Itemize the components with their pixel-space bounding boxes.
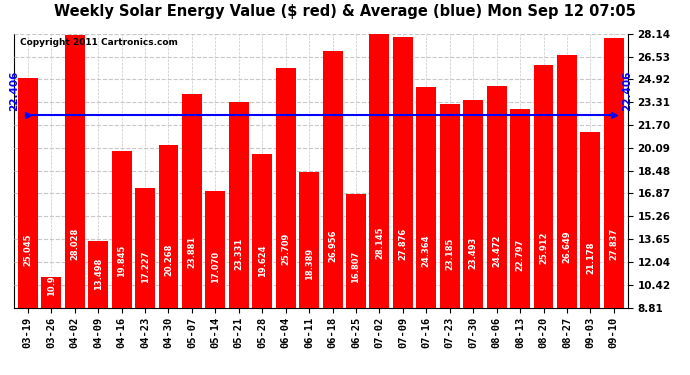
Text: 26.956: 26.956	[328, 230, 337, 262]
Text: 17.227: 17.227	[141, 250, 150, 282]
Bar	[18, 78, 38, 308]
Text: 25.045: 25.045	[23, 233, 32, 266]
Bar	[182, 94, 202, 308]
Text: 21.178: 21.178	[586, 242, 595, 274]
Text: 10.961: 10.961	[47, 264, 56, 296]
Text: Copyright 2011 Cartronics.com: Copyright 2011 Cartronics.com	[20, 38, 178, 47]
Bar	[346, 194, 366, 308]
Bar	[580, 132, 600, 308]
Text: 27.876: 27.876	[398, 228, 407, 260]
Bar	[486, 86, 506, 308]
Text: 26.649: 26.649	[562, 230, 571, 262]
Text: 25.709: 25.709	[282, 232, 290, 264]
Bar	[41, 277, 61, 308]
Text: 19.845: 19.845	[117, 244, 126, 277]
Bar	[206, 190, 226, 308]
Bar	[159, 145, 179, 308]
Bar	[253, 154, 273, 308]
Bar	[323, 51, 342, 308]
Bar	[229, 102, 249, 308]
Text: 22.797: 22.797	[515, 238, 524, 271]
Text: 20.268: 20.268	[164, 244, 173, 276]
Text: 16.807: 16.807	[351, 251, 360, 284]
Text: 23.331: 23.331	[235, 237, 244, 270]
Text: 19.624: 19.624	[258, 245, 267, 278]
Bar	[65, 35, 85, 308]
Text: 17.070: 17.070	[211, 251, 220, 283]
Text: 23.185: 23.185	[445, 237, 454, 270]
Bar	[416, 87, 436, 308]
Text: 18.389: 18.389	[304, 248, 314, 280]
Bar	[276, 68, 295, 308]
Bar	[369, 34, 389, 308]
Text: 23.881: 23.881	[188, 236, 197, 268]
Text: 23.493: 23.493	[469, 237, 477, 269]
Text: Weekly Solar Energy Value ($ red) & Average (blue) Mon Sep 12 07:05: Weekly Solar Energy Value ($ red) & Aver…	[54, 4, 636, 19]
Bar	[510, 110, 530, 308]
Bar	[112, 151, 132, 308]
Bar	[393, 38, 413, 308]
Bar	[440, 104, 460, 308]
Text: 22.406: 22.406	[622, 70, 632, 111]
Text: 24.364: 24.364	[422, 235, 431, 267]
Text: 25.912: 25.912	[539, 232, 548, 264]
Bar	[135, 188, 155, 308]
Bar	[88, 241, 108, 308]
Bar	[463, 99, 483, 308]
Bar	[533, 65, 553, 308]
Text: 22.406: 22.406	[9, 70, 19, 111]
Text: 28.028: 28.028	[70, 227, 79, 260]
Text: 24.472: 24.472	[492, 235, 501, 267]
Bar	[299, 172, 319, 308]
Text: 28.145: 28.145	[375, 227, 384, 260]
Text: 27.837: 27.837	[609, 228, 618, 260]
Bar	[557, 55, 577, 308]
Bar	[604, 38, 624, 308]
Text: 13.498: 13.498	[94, 258, 103, 291]
